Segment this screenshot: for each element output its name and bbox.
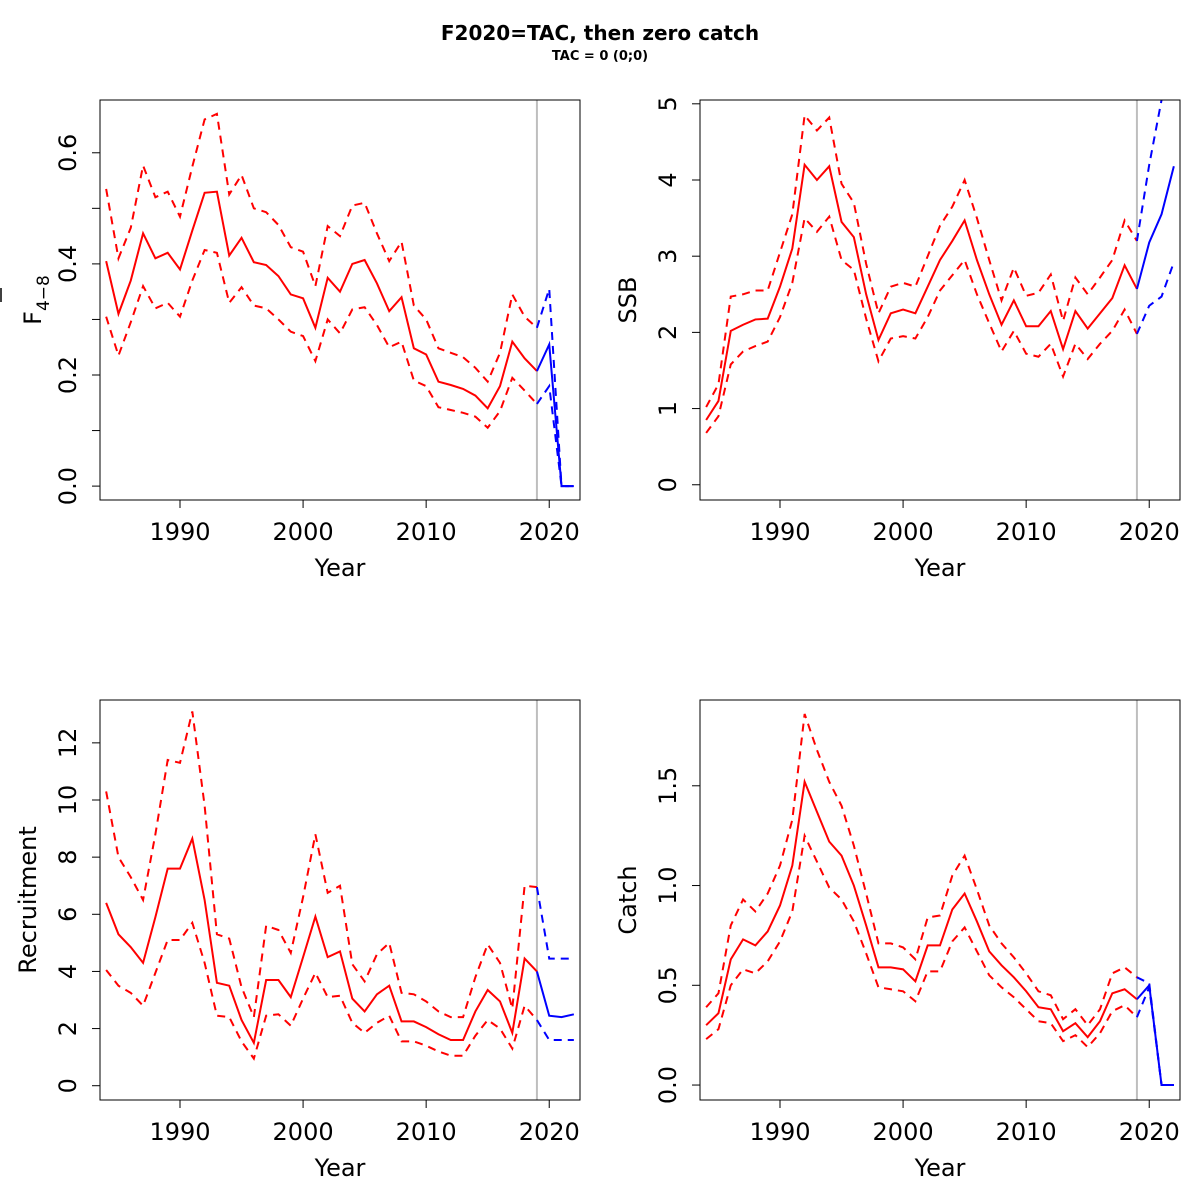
- y-tick-label: 8: [54, 849, 82, 864]
- y-tick-label: 12: [54, 728, 82, 759]
- y-tick-label: 10: [54, 785, 82, 816]
- figure-title: F2020=TAC, then zero catch: [441, 21, 759, 45]
- y-tick-label: 4: [654, 172, 682, 187]
- series-line-forecast-lower: [536, 383, 574, 488]
- chart-panel-bottom-right: 1990 2000 2010 2020 0.0 0.5 1.0 1.5 Year Catch: [614, 699, 1181, 1182]
- y-axis-label: F4−8: [19, 275, 54, 325]
- x-tick-label: 2020: [1119, 518, 1180, 546]
- series-line-forecast: [535, 971, 575, 1019]
- plot-frame: [699, 99, 1181, 501]
- series-line-estimate: [705, 162, 1138, 421]
- x-tick-label: 2010: [996, 1118, 1057, 1146]
- series-line-upper: [105, 112, 538, 384]
- series-line-forecast-lower: [1136, 261, 1175, 335]
- plot-area: [105, 100, 574, 500]
- y-tick-label: 1.5: [654, 767, 682, 805]
- y-tick-label: 0.0: [654, 1066, 682, 1104]
- x-tick-label: 2020: [519, 518, 580, 546]
- chart-panel-top-right: 1990 2000 2010 2020 0 1 2 3 4 5 Year SSB: [614, 96, 1181, 582]
- y-tick-label: 1.0: [654, 866, 682, 904]
- y-axis-label: Recruitment: [14, 826, 42, 973]
- series-line-forecast: [1135, 166, 1175, 290]
- x-tick-label: 2010: [396, 518, 457, 546]
- x-axis-label: Year: [314, 1154, 366, 1182]
- y-tick-label: 0.2: [54, 356, 82, 394]
- x-tick-label: 2020: [1119, 1118, 1180, 1146]
- series-line-forecast-upper: [535, 886, 574, 960]
- y-tick-label: 4: [54, 964, 82, 979]
- series-line-lower: [105, 920, 538, 1061]
- plot-frame: [99, 699, 581, 1101]
- y-axis-label: SSB: [614, 277, 642, 324]
- y-tick-label: 6: [54, 907, 82, 922]
- y-tick-label: 0.6: [54, 134, 82, 172]
- plot-frame: [699, 699, 1181, 1101]
- x-axis-label: Year: [914, 1154, 966, 1182]
- x-tick-label: 2000: [273, 1118, 334, 1146]
- y-tick-label: 0: [654, 477, 682, 492]
- panels: 1990 2000 2010 20200.00.20.40.6YearF4−81990…: [0, 96, 1181, 1182]
- series-line-upper: [105, 711, 538, 1021]
- series-line-estimate: [105, 835, 538, 1046]
- x-tick-label: 2000: [273, 518, 334, 546]
- x-tick-label: 1990: [749, 518, 810, 546]
- x-axis-label: Year: [314, 554, 366, 582]
- y-tick-label: 0.0: [54, 467, 82, 505]
- series-line-lower: [705, 214, 1138, 434]
- y-tick-label: 2: [654, 325, 682, 340]
- series-line-forecast-upper: [1136, 976, 1174, 1087]
- series-line-forecast: [536, 340, 574, 488]
- y-axis-label-main: F: [19, 311, 47, 325]
- chart-panel-top-left: 1990 2000 2010 2020 0.0 0.2 0.4 0.6 Year F4−8: [0, 99, 581, 582]
- y-axis-label-subscript: 4−8: [34, 275, 54, 311]
- x-tick-label: 1990: [149, 518, 210, 546]
- series-line-upper: [705, 112, 1138, 408]
- x-axis-label: Year: [914, 554, 966, 582]
- series-line-forecast-upper: [1135, 100, 1163, 242]
- figure-subtitle: TAC = 0 (0;0): [552, 49, 648, 64]
- series-line-forecast-upper: [535, 288, 574, 488]
- x-tick-label: 2010: [996, 518, 1057, 546]
- y-tick-label: 0.4: [54, 245, 82, 283]
- y-tick-label: 0: [54, 1078, 82, 1093]
- series-line-forecast-lower: [536, 1019, 574, 1041]
- series-line-forecast: [1136, 982, 1174, 1087]
- series-line-lower: [705, 832, 1138, 1049]
- series-line-estimate: [705, 778, 1138, 1039]
- plot-area: [705, 100, 1175, 500]
- plot-frame: [99, 99, 581, 501]
- x-tick-label: 2000: [873, 1118, 934, 1146]
- x-tick-label: 1990: [749, 1118, 810, 1146]
- y-tick-label: 3: [654, 249, 682, 264]
- y-tick-label: 5: [654, 96, 682, 111]
- x-tick-label: 2010: [396, 1118, 457, 1146]
- x-tick-label: 1990: [149, 1118, 210, 1146]
- x-tick-label: 2000: [873, 518, 934, 546]
- chart-panel-bottom-left: 1990 2000 2010 2020 0 2 4 6 8 10 12 Year Recruitment: [14, 699, 581, 1182]
- y-tick-label: 0.5: [654, 966, 682, 1004]
- plot-area: [705, 700, 1174, 1100]
- x-tick-label: 2020: [519, 1118, 580, 1146]
- plot-area: [105, 700, 575, 1100]
- y-tick-label: 1: [654, 401, 682, 416]
- y-tick-label: 2: [54, 1021, 82, 1036]
- series-line-forecast-lower: [1135, 983, 1174, 1087]
- y-axis-label: Catch: [614, 865, 642, 934]
- series-line-estimate: [105, 190, 538, 410]
- series-line-upper: [705, 713, 1138, 1027]
- series-line-lower: [105, 248, 538, 430]
